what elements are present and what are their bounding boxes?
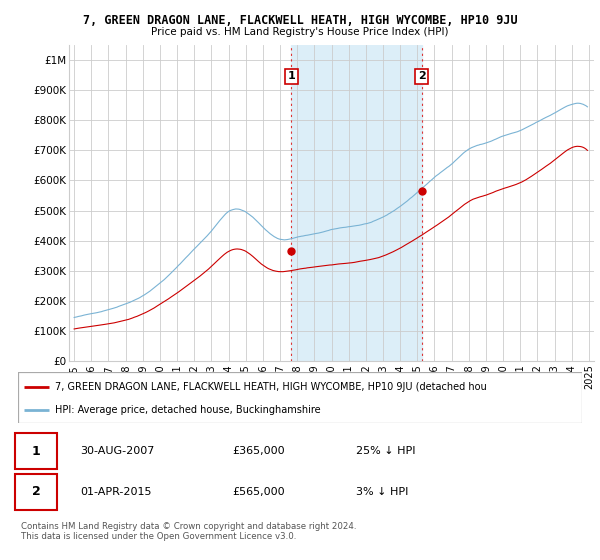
Text: 1: 1	[287, 72, 295, 81]
Text: Price paid vs. HM Land Registry's House Price Index (HPI): Price paid vs. HM Land Registry's House …	[151, 27, 449, 37]
Text: £365,000: £365,000	[232, 446, 285, 456]
Bar	[292, 45, 422, 361]
Text: 01-APR-2015: 01-APR-2015	[80, 487, 152, 497]
Text: 25% ↓ HPI: 25% ↓ HPI	[356, 446, 416, 456]
Text: 7, GREEN DRAGON LANE, FLACKWELL HEATH, HIGH WYCOMBE, HP10 9JU: 7, GREEN DRAGON LANE, FLACKWELL HEATH, H…	[83, 14, 517, 27]
Text: HPI: Average price, detached house, Buckinghamshire: HPI: Average price, detached house, Buck…	[55, 405, 320, 415]
Text: 7, GREEN DRAGON LANE, FLACKWELL HEATH, HIGH WYCOMBE, HP10 9JU (detached hou: 7, GREEN DRAGON LANE, FLACKWELL HEATH, H…	[55, 381, 487, 391]
Text: 1: 1	[32, 445, 40, 458]
Text: 2: 2	[418, 72, 425, 81]
Text: £565,000: £565,000	[232, 487, 285, 497]
FancyBboxPatch shape	[15, 474, 58, 510]
Text: 3% ↓ HPI: 3% ↓ HPI	[356, 487, 409, 497]
Text: Contains HM Land Registry data © Crown copyright and database right 2024.
This d: Contains HM Land Registry data © Crown c…	[21, 522, 356, 542]
Text: 30-AUG-2007: 30-AUG-2007	[80, 446, 154, 456]
Text: 2: 2	[32, 485, 40, 498]
FancyBboxPatch shape	[15, 433, 58, 469]
